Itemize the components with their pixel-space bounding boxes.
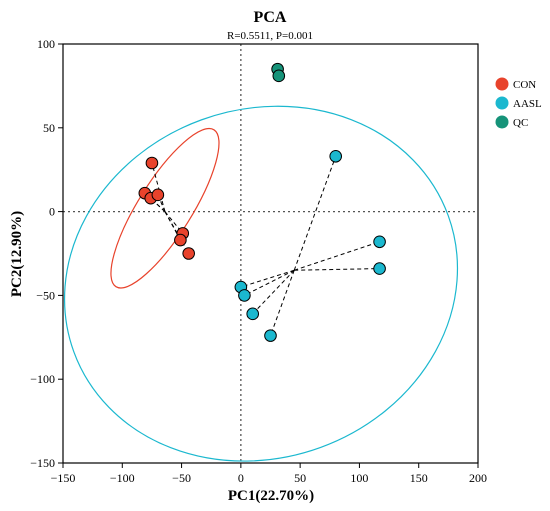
link-aasl-2 [294, 268, 380, 271]
y-tick-label: 0 [49, 205, 55, 219]
legend-label-qc: QC [513, 117, 528, 129]
data-points [138, 62, 386, 342]
point-aasl-4 [238, 289, 251, 302]
point-aasl-6 [264, 329, 277, 342]
x-tick-label: −50 [172, 471, 191, 485]
link-aasl-5 [252, 269, 295, 315]
legend: CON AASL QC [495, 77, 542, 129]
point-aasl-0 [329, 149, 343, 163]
point-con-3 [151, 188, 165, 202]
y-axis-label: PC2(12.90%) [9, 211, 25, 297]
y-tick-label: 50 [43, 121, 55, 135]
chart-subtitle: R=0.5511, P=0.001 [227, 30, 313, 42]
x-tick-label: 150 [410, 471, 428, 485]
link-aasl-0 [293, 156, 337, 271]
y-tick-label: −100 [30, 372, 55, 386]
x-axis-label: PC1(22.70%) [228, 488, 314, 504]
point-con-0 [145, 156, 159, 170]
plot-frame [62, 43, 479, 464]
x-tick-label: 200 [469, 471, 487, 485]
x-tick-label: −100 [110, 471, 135, 485]
link-aasl-1 [294, 241, 380, 271]
link-aasl-4 [244, 269, 295, 296]
point-aasl-5 [246, 307, 260, 321]
ellipse-con [110, 127, 220, 289]
point-con-5 [174, 233, 187, 247]
y-tick-label: −150 [30, 456, 55, 470]
point-aasl-2 [373, 262, 386, 275]
x-tick-label: −150 [51, 471, 76, 485]
point-qc-1 [272, 69, 286, 83]
legend-label-con: CON [513, 79, 536, 91]
point-con-6 [182, 247, 195, 260]
legend-marker-aasl [495, 96, 509, 110]
x-tick-label: 50 [294, 471, 306, 485]
reference-lines [63, 44, 478, 463]
legend-label-aasl: AASL [513, 98, 542, 110]
x-tick-label: 0 [238, 471, 244, 485]
point-aasl-1 [373, 235, 386, 249]
legend-marker-con [495, 77, 509, 91]
confidence-ellipses [63, 105, 459, 462]
link-con-0 [151, 162, 166, 212]
axes: −150 −100 −50 0 50 100 150 200 −150 −100 −50 0 50 100 [30, 37, 487, 485]
link-aasl-3 [240, 269, 295, 288]
y-tick-label: 100 [37, 37, 55, 51]
x-tick-label: 100 [350, 471, 368, 485]
ellipse-aasl [63, 105, 459, 462]
link-aasl-6 [270, 270, 295, 336]
y-tick-label: −50 [36, 288, 55, 302]
legend-marker-qc [495, 115, 509, 129]
chart-title: PCA [254, 9, 287, 26]
